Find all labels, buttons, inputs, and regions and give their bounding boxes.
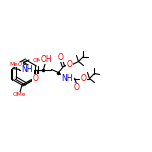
Text: OMe: OMe xyxy=(33,57,47,62)
Text: O: O xyxy=(74,83,79,92)
Text: NH: NH xyxy=(22,65,33,74)
Text: O: O xyxy=(33,74,38,83)
Text: O: O xyxy=(58,53,63,62)
Text: O: O xyxy=(67,60,72,69)
Text: NH: NH xyxy=(62,74,73,83)
Text: O: O xyxy=(80,74,86,83)
Text: OH: OH xyxy=(41,55,52,64)
Text: OMe: OMe xyxy=(12,93,26,97)
Text: MeO: MeO xyxy=(9,62,22,67)
